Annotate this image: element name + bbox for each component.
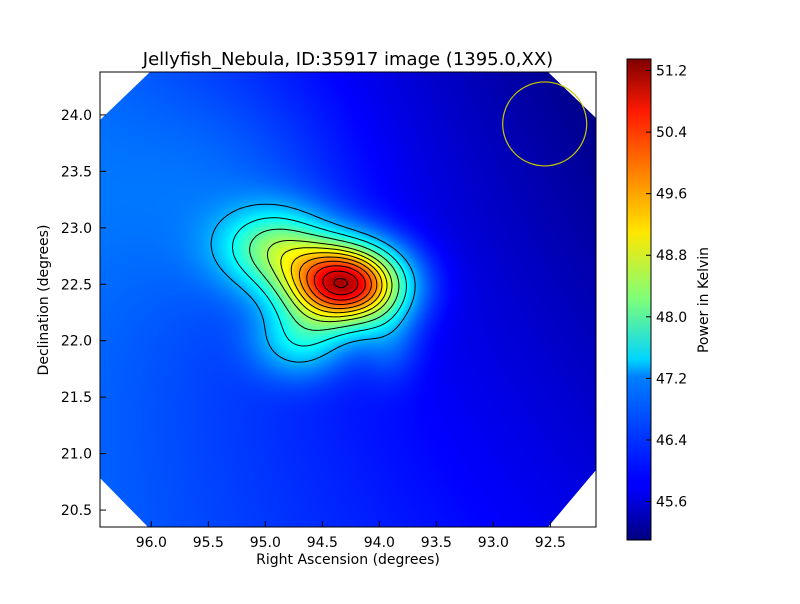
beam-circle <box>502 81 588 167</box>
x-tick: 96.0 <box>136 521 167 551</box>
x-tick-label: 93.0 <box>478 535 509 551</box>
chart-title: Jellyfish_Nebula, ID:35917 image (1395.0… <box>142 49 553 70</box>
colorbar-tick-label: 48.0 <box>656 310 687 326</box>
x-axis: 96.0 95.5 95.0 94.5 94.0 93.5 93.0 92.5 <box>136 521 566 551</box>
x-tick: 94.5 <box>307 521 338 551</box>
colorbar-tick: 49.6 <box>646 187 687 203</box>
y-tick: 23.0 <box>61 221 106 237</box>
x-tick: 93.5 <box>421 521 452 551</box>
colorbar-tick-label: 47.2 <box>656 371 687 387</box>
y-axis-label: Declination (degrees) <box>36 225 52 376</box>
colorbar-tick: 48.8 <box>646 248 687 264</box>
colorbar-gradient <box>626 58 652 541</box>
colorbar-tick-label: 49.6 <box>656 187 687 203</box>
plot-frame <box>99 71 597 528</box>
colorbar-tick: 51.2 <box>646 64 687 80</box>
contour-line-11 <box>333 278 349 289</box>
y-tick: 21.0 <box>61 447 106 463</box>
plot-area <box>99 71 597 528</box>
y-tick-label: 23.5 <box>61 164 92 180</box>
y-axis: 20.5 21.0 21.5 22.0 22.5 23.0 23.5 24.0 <box>61 108 106 519</box>
y-tick-label: 22.5 <box>61 277 92 293</box>
x-tick: 92.5 <box>535 521 566 551</box>
x-tick: 94.0 <box>364 521 395 551</box>
x-tick-label: 95.5 <box>193 535 224 551</box>
colorbar-tick-label: 46.4 <box>656 433 687 449</box>
x-tick-label: 94.0 <box>364 535 395 551</box>
contour-line-4 <box>266 240 393 323</box>
contour-line-6 <box>290 252 383 314</box>
colorbar-tick: 47.2 <box>646 371 687 387</box>
contour-line-10 <box>322 270 359 296</box>
y-tick: 23.5 <box>61 164 106 180</box>
y-tick: 22.0 <box>61 334 106 350</box>
colorbar-tick-label: 51.2 <box>656 64 687 80</box>
contour-line-9 <box>313 265 366 301</box>
y-tick: 20.5 <box>61 503 106 519</box>
contour-line-5 <box>280 247 388 318</box>
x-tick-label: 96.0 <box>136 535 167 551</box>
colorbar-tick: 50.4 <box>646 125 687 141</box>
contour-line-8 <box>306 260 372 305</box>
x-tick: 95.5 <box>193 521 224 551</box>
contour-line-2 <box>232 217 407 347</box>
contour-line-7 <box>298 256 378 310</box>
y-tick: 21.5 <box>61 390 106 406</box>
colorbar-tick-label: 45.6 <box>656 495 687 511</box>
y-tick-label: 24.0 <box>61 108 92 124</box>
colorbar-tick: 48.0 <box>646 310 687 326</box>
x-tick-label: 95.0 <box>250 535 281 551</box>
y-tick: 24.0 <box>61 108 106 124</box>
y-tick: 22.5 <box>61 277 106 293</box>
colorbar-label: Power in Kelvin <box>696 247 712 353</box>
contour-lines <box>210 203 416 363</box>
x-tick: 95.0 <box>250 521 281 551</box>
colorbar-tick: 45.6 <box>646 495 687 511</box>
colorbar-tick: 46.4 <box>646 433 687 449</box>
x-tick-label: 92.5 <box>535 535 566 551</box>
x-axis-label: Right Ascension (degrees) <box>256 552 440 568</box>
contour-line-1 <box>210 203 416 363</box>
contour-line-3 <box>249 228 400 331</box>
x-tick-label: 94.5 <box>307 535 338 551</box>
x-tick: 93.0 <box>478 521 509 551</box>
y-tick-label: 21.5 <box>61 390 92 406</box>
y-tick-label: 20.5 <box>61 503 92 519</box>
colorbar-tick-label: 50.4 <box>656 125 687 141</box>
y-tick-label: 22.0 <box>61 334 92 350</box>
colorbar-tick-label: 48.8 <box>656 248 687 264</box>
colorbar: 45.6 46.4 47.2 48.0 48.8 49.6 50.4 51.2 … <box>626 58 712 541</box>
x-tick-label: 93.5 <box>421 535 452 551</box>
y-tick-label: 23.0 <box>61 221 92 237</box>
y-tick-label: 21.0 <box>61 447 92 463</box>
